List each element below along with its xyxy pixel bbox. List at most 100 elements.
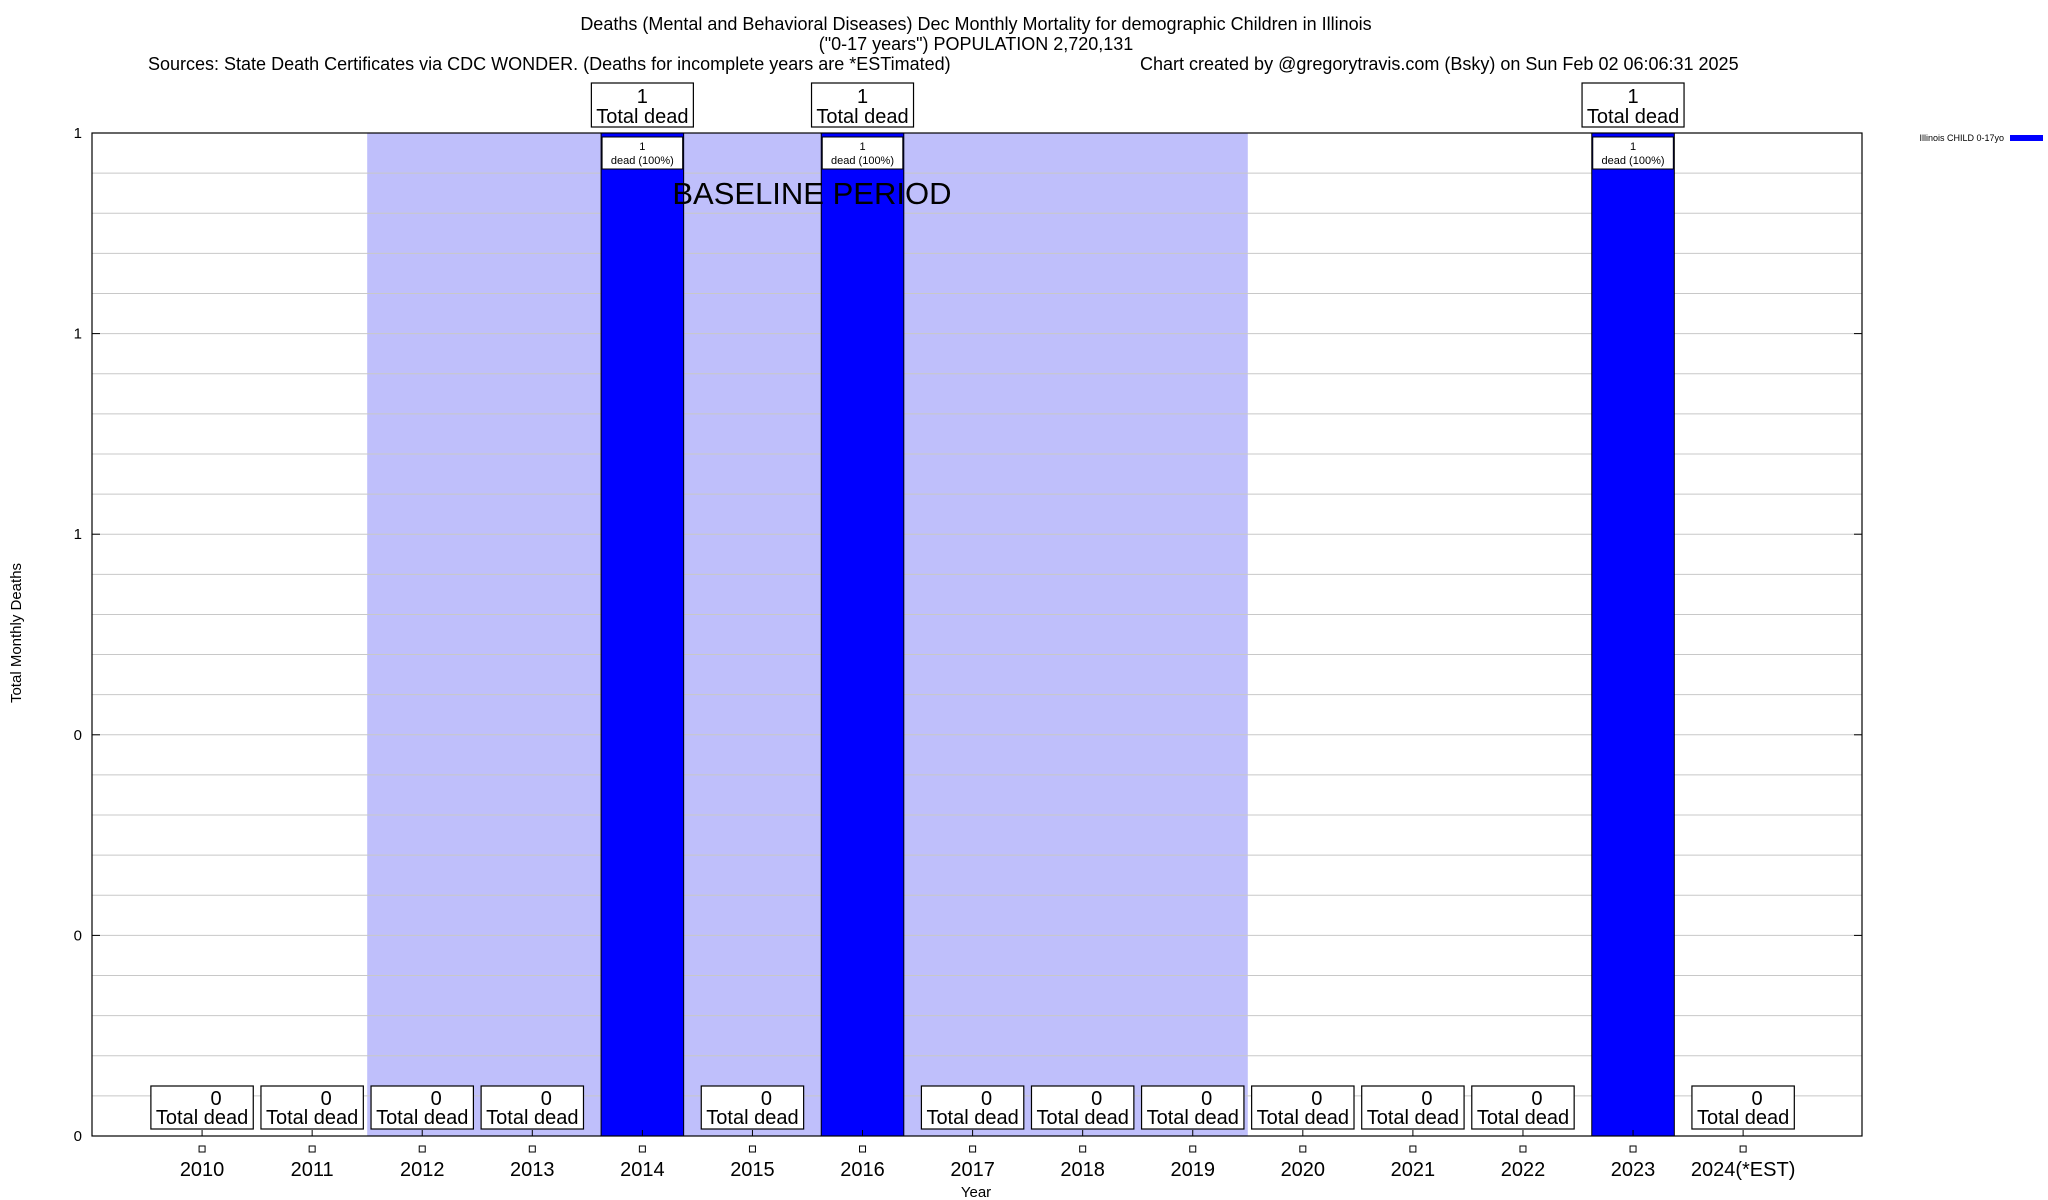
bar-inner-label-box	[821, 136, 904, 170]
total-label-value: 1	[1627, 86, 1638, 108]
baseline-period-band	[367, 133, 1248, 1136]
legend-swatch	[2010, 135, 2043, 141]
x-tick-label: 2024(*EST)	[1691, 1159, 1796, 1181]
bar-inner-label-text: dead (100%)	[1602, 155, 1665, 167]
total-label-value: 1	[637, 86, 648, 108]
total-label-text: Total dead	[1697, 1107, 1789, 1129]
total-label-text: Total dead	[596, 106, 688, 128]
total-label-value: 0	[1311, 1088, 1322, 1110]
total-label-value: 0	[1421, 1088, 1432, 1110]
chart-subtitle: ("0-17 years") POPULATION 2,720,131	[819, 34, 1134, 54]
total-label-value: 0	[321, 1088, 332, 1110]
x-tick-label: 2011	[291, 1159, 334, 1181]
x-tick-marker	[1299, 1145, 1307, 1153]
chart-title: Deaths (Mental and Behavioral Diseases) …	[580, 14, 1371, 34]
x-tick-marker	[1409, 1145, 1417, 1153]
total-label-text: Total dead	[1257, 1107, 1349, 1129]
total-label-text: Total dead	[1147, 1107, 1239, 1129]
total-label-text: Total dead	[266, 1107, 358, 1129]
total-label-text: Total dead	[156, 1107, 248, 1129]
total-label-box	[1361, 1085, 1465, 1130]
x-tick-label: 2016	[840, 1159, 885, 1181]
x-tick-label: 2013	[510, 1159, 555, 1181]
x-tick-label: 2022	[1501, 1159, 1546, 1181]
bar-inner-label-value: 1	[859, 141, 865, 153]
x-tick-label: 2015	[730, 1159, 775, 1181]
total-label-value: 1	[857, 86, 868, 108]
total-label-text: Total dead	[1037, 1107, 1129, 1129]
baseline-period-label: BASELINE PERIOD	[672, 176, 951, 211]
x-tick-marker	[748, 1145, 756, 1153]
x-tick-marker	[308, 1145, 316, 1153]
x-tick-label: 2012	[400, 1159, 445, 1181]
x-tick-marker	[198, 1145, 206, 1153]
y-tick-label: 1	[74, 125, 82, 142]
total-label-value: 0	[981, 1088, 992, 1110]
y-tick-label: 1	[74, 326, 82, 343]
total-label-box	[1140, 1085, 1245, 1130]
total-label-box	[590, 82, 694, 128]
total-label-value: 0	[211, 1088, 222, 1110]
x-tick-label: 2014	[620, 1159, 665, 1181]
total-label-value: 0	[541, 1088, 552, 1110]
bar-inner-label-text: dead (100%)	[611, 155, 674, 167]
x-tick-label: 2021	[1391, 1159, 1436, 1181]
x-tick-marker	[528, 1145, 536, 1153]
x-tick-label: 2023	[1611, 1159, 1656, 1181]
chart-sources: Sources: State Death Certificates via CD…	[148, 54, 951, 74]
total-label-box	[1581, 82, 1685, 128]
y-tick-label: 0	[74, 927, 82, 944]
total-label-value: 0	[1091, 1088, 1102, 1110]
bar-inner-label-box	[1592, 136, 1674, 170]
total-label-text: Total dead	[486, 1107, 578, 1129]
total-label-box	[700, 1085, 805, 1130]
total-label-value: 0	[761, 1088, 772, 1110]
total-label-box	[810, 82, 915, 128]
total-label-value: 0	[1752, 1088, 1763, 1110]
x-axis-label: Year	[961, 1184, 991, 1200]
y-tick-label: 1	[74, 526, 82, 543]
total-label-text: Total dead	[706, 1107, 798, 1129]
total-label-text: Total dead	[376, 1107, 468, 1129]
x-tick-label: 2017	[950, 1159, 995, 1181]
total-label-box	[1691, 1085, 1795, 1130]
total-label-text: Total dead	[816, 106, 908, 128]
total-label-box	[1471, 1085, 1575, 1130]
total-label-text: Total dead	[1587, 106, 1679, 128]
total-label-box	[150, 1085, 254, 1130]
total-label-box	[370, 1085, 475, 1130]
x-tick-marker	[1519, 1145, 1527, 1153]
y-tick-label: 0	[74, 1128, 82, 1145]
x-tick-marker	[638, 1145, 646, 1153]
y-tick-label: 0	[74, 727, 82, 744]
bar-inner-label-text: dead (100%)	[831, 155, 894, 167]
total-label-text: Total dead	[1367, 1107, 1459, 1129]
y-axis-label: Total Monthly Deaths	[8, 563, 25, 703]
bar	[1591, 132, 1675, 1137]
chart-credit: Chart created by @gregorytravis.com (Bsk…	[1140, 54, 1739, 74]
bar-inner-label-value: 1	[1630, 141, 1636, 153]
bar-inner-label-value: 1	[639, 141, 645, 153]
total-label-value: 0	[1531, 1088, 1542, 1110]
bar	[820, 132, 905, 1137]
legend-label: Illinois CHILD 0-17yo	[1919, 133, 2004, 143]
x-tick-marker	[1189, 1145, 1197, 1153]
bar-inner-label-box	[601, 136, 684, 170]
x-tick-marker	[418, 1145, 426, 1153]
x-tick-marker	[969, 1145, 977, 1153]
x-tick-label: 2018	[1060, 1159, 1105, 1181]
total-label-box	[480, 1085, 585, 1130]
x-tick-marker	[1739, 1145, 1747, 1153]
total-label-value: 0	[1201, 1088, 1212, 1110]
total-label-text: Total dead	[926, 1107, 1018, 1129]
x-tick-label: 2019	[1170, 1159, 1215, 1181]
total-label-box	[1251, 1085, 1355, 1130]
total-label-box	[920, 1085, 1025, 1130]
x-tick-marker	[1629, 1145, 1637, 1153]
total-label-box	[1030, 1085, 1135, 1130]
x-tick-marker	[1079, 1145, 1087, 1153]
x-tick-label: 2010	[180, 1159, 225, 1181]
total-label-text: Total dead	[1477, 1107, 1569, 1129]
total-label-value: 0	[431, 1088, 442, 1110]
